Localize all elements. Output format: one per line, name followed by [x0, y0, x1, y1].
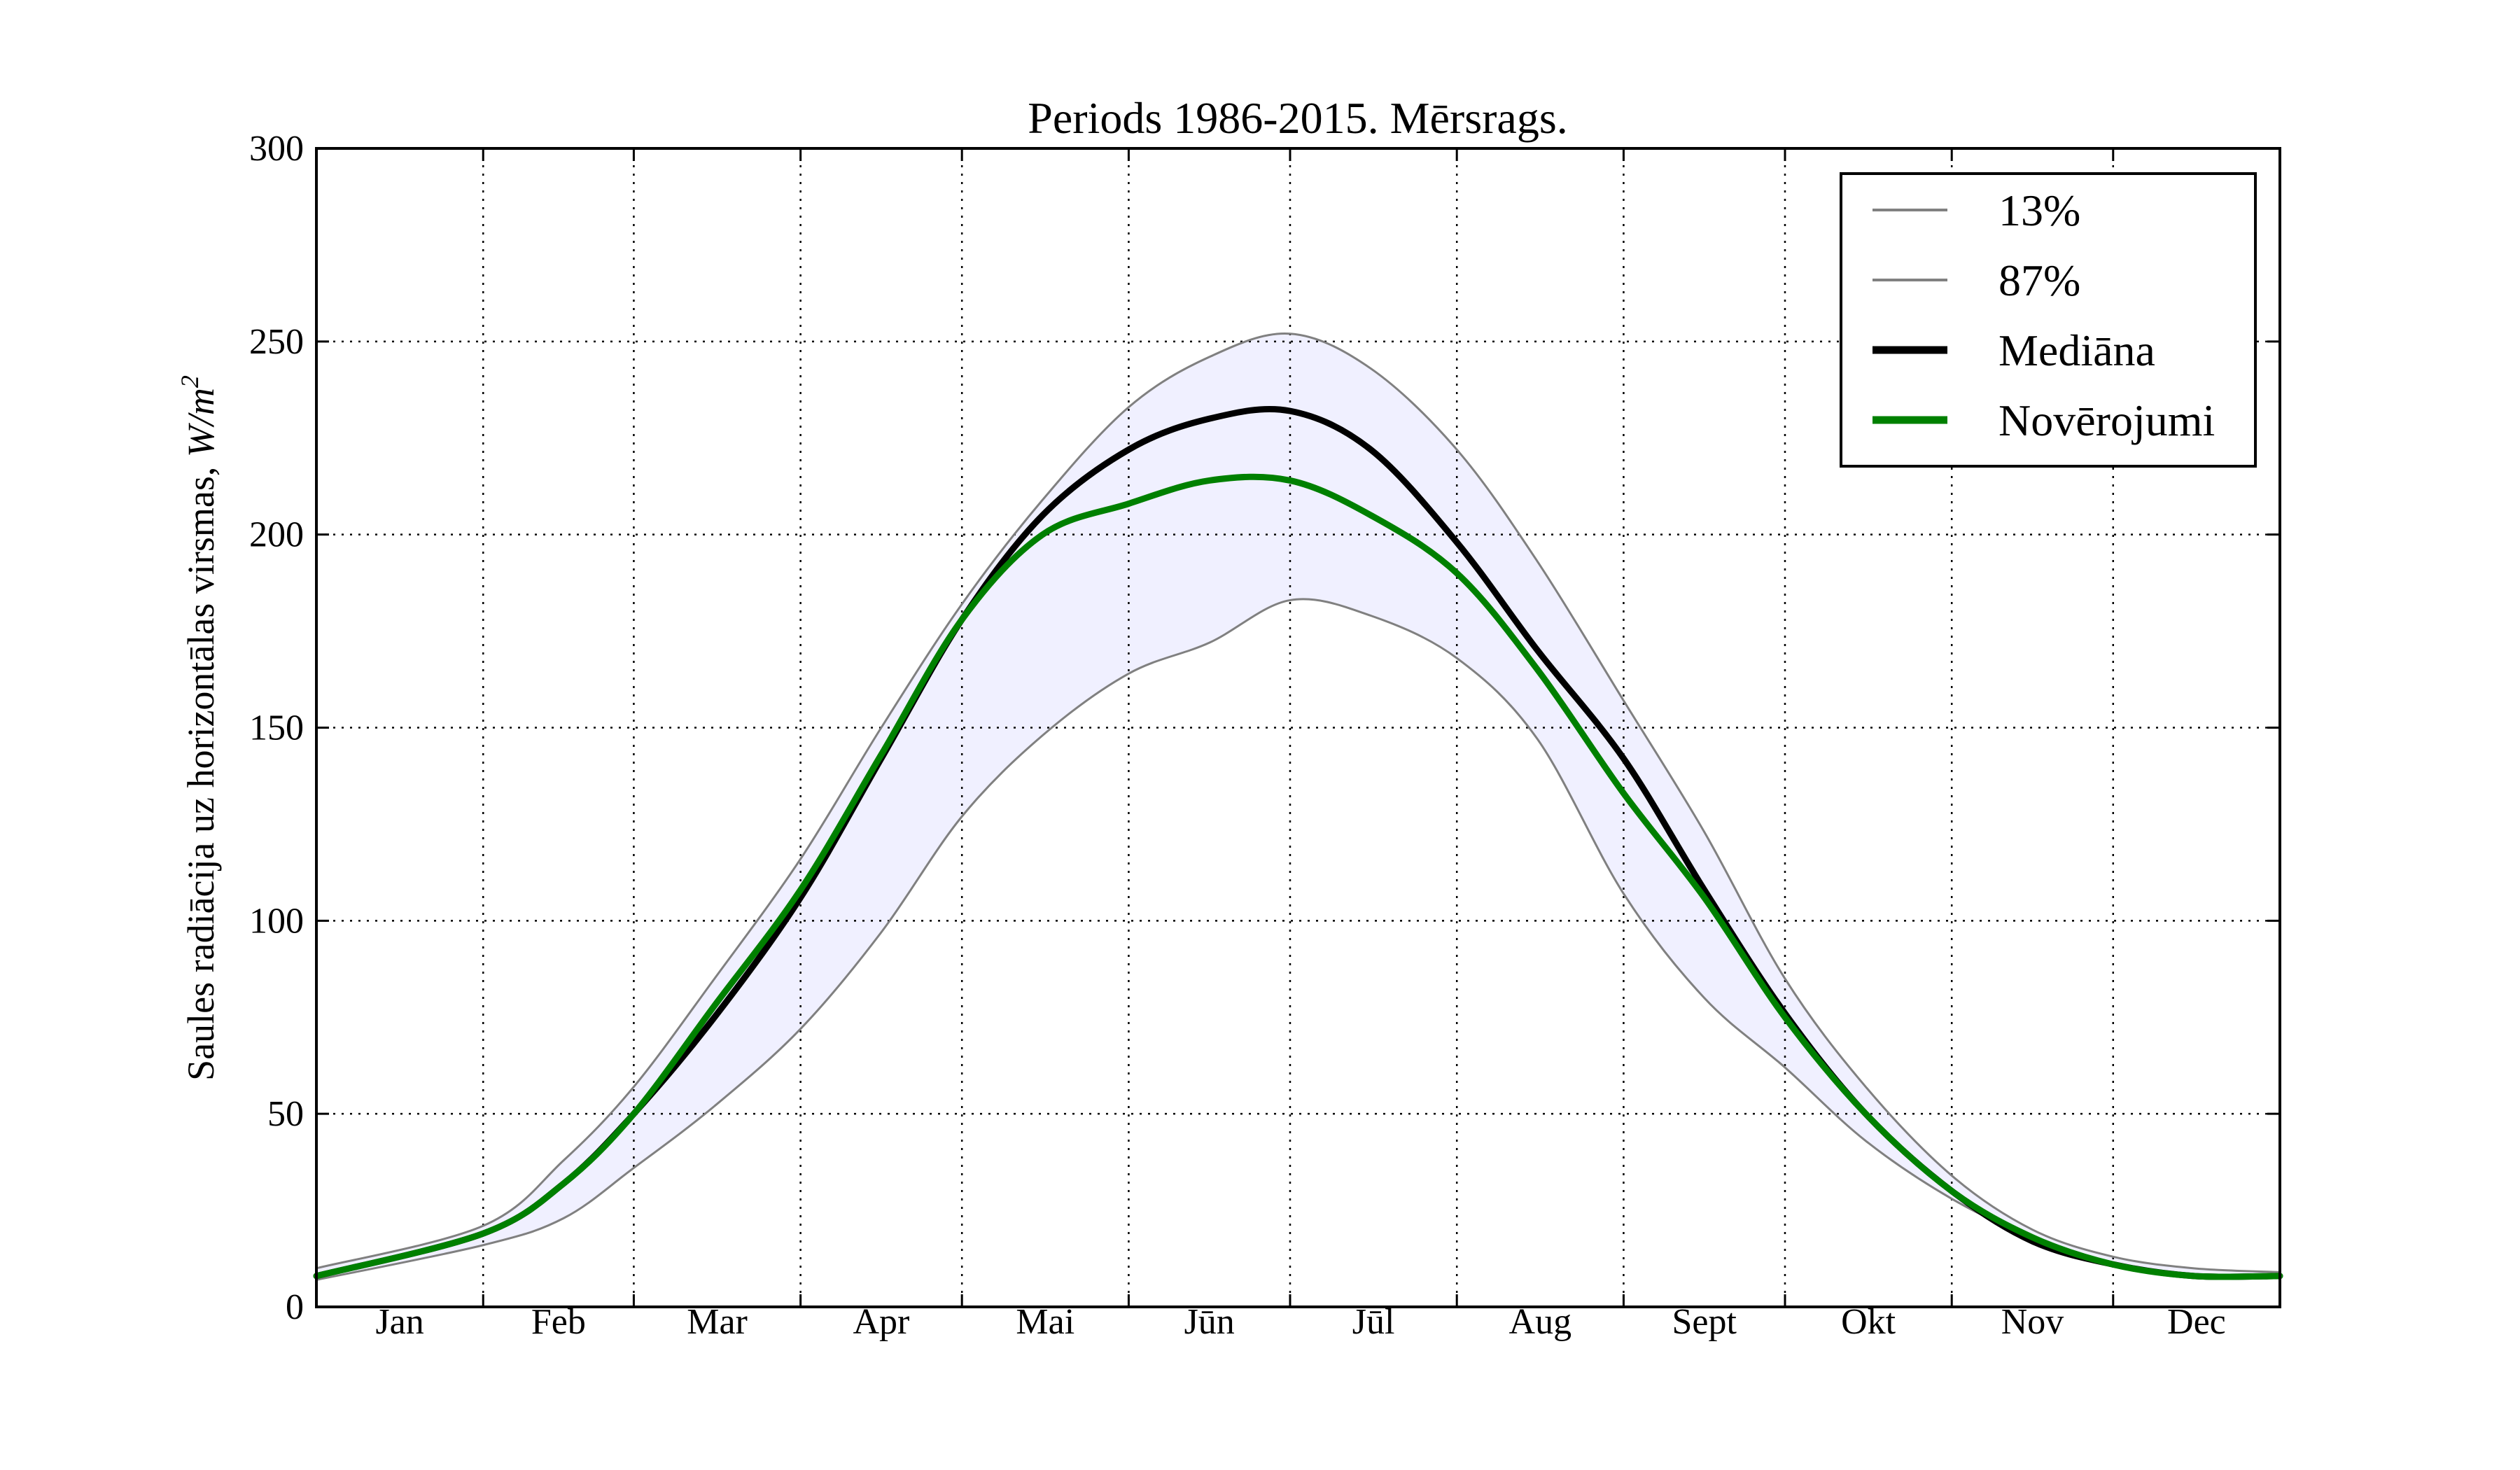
- x-tick-label: Okt: [1841, 1302, 1896, 1342]
- legend-label: Novērojumi: [1998, 396, 2215, 445]
- percentile-band: [316, 333, 2280, 1280]
- y-axis-label-unit: W/m: [180, 388, 222, 457]
- x-tick-label: Jan: [375, 1302, 424, 1342]
- x-tick-label: Dec: [2167, 1302, 2226, 1342]
- series-line-13: [315, 598, 2281, 1281]
- y-tick-label: 50: [267, 1094, 304, 1134]
- y-tick-label: 300: [249, 129, 304, 169]
- y-axis-label-exponent: 2: [176, 375, 204, 388]
- series-line-87: [315, 332, 2281, 1273]
- y-tick-label: 250: [249, 322, 304, 362]
- x-tick-label: Sept: [1672, 1302, 1737, 1342]
- x-tick-label: Aug: [1509, 1302, 1572, 1342]
- x-tick-label: Jūl: [1352, 1302, 1395, 1342]
- y-tick-label: 100: [249, 901, 304, 941]
- y-tick-label: 150: [249, 708, 304, 748]
- y-axis-label-text: Saules radiācija uz horizontālas virsmas…: [180, 457, 222, 1081]
- plot-area: 0 50 100 150 200 250 300 Jan Feb Mar Apr Mai Jūn Jūl A…: [249, 129, 2283, 1342]
- series-line-Novrojumi: [313, 473, 2283, 1280]
- y-tick-label: 200: [249, 515, 304, 555]
- legend-label: 87%: [1998, 255, 2080, 305]
- chart-title: Periods 1986-2015. Mērsrags.: [1028, 93, 1567, 143]
- x-tick-label: Apr: [853, 1302, 909, 1342]
- legend-label: Mediāna: [1998, 326, 2155, 375]
- legend: 13% 87% Mediāna Novērojumi: [1840, 172, 2257, 468]
- x-tick-label: Mar: [687, 1302, 748, 1342]
- y-tick-label: 0: [286, 1287, 304, 1327]
- x-tick-label: Feb: [531, 1302, 586, 1342]
- y-axis-label: Saules radiācija uz horizontālas virsmas…: [176, 375, 222, 1081]
- legend-label: 13%: [1998, 186, 2080, 235]
- x-tick-label: Mai: [1016, 1302, 1074, 1342]
- x-tick-label: Jūn: [1184, 1302, 1235, 1342]
- x-tick-label: Nov: [2001, 1302, 2064, 1342]
